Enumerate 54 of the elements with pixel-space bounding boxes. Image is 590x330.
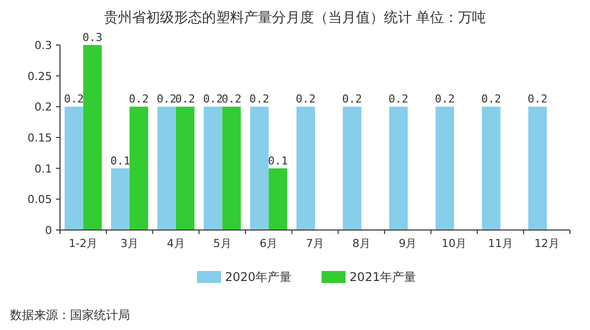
y-tick-label: 0.2 bbox=[34, 100, 52, 114]
bar bbox=[296, 106, 315, 230]
x-tick-label: 11月 bbox=[488, 237, 513, 250]
data-label: 0.2 bbox=[249, 92, 270, 106]
y-tick-label: 0 bbox=[45, 224, 52, 237]
data-label: 0.2 bbox=[222, 92, 242, 106]
bar bbox=[250, 106, 269, 230]
data-label: 0.2 bbox=[528, 92, 548, 106]
data-label: 0.2 bbox=[203, 92, 223, 106]
x-tick-label: 1-2月 bbox=[68, 237, 98, 250]
x-tick-label: 10月 bbox=[442, 237, 467, 250]
y-tick-label: 0.1 bbox=[34, 162, 52, 176]
data-label: 0.2 bbox=[296, 92, 316, 106]
bar bbox=[176, 106, 194, 230]
bar bbox=[83, 45, 102, 230]
data-label: 0.2 bbox=[128, 92, 149, 106]
bar bbox=[204, 106, 222, 230]
data-label: 0.2 bbox=[388, 92, 408, 106]
x-tick-label: 9月 bbox=[398, 237, 417, 250]
y-tick-label: 0.25 bbox=[28, 70, 52, 83]
x-tick-label: 7月 bbox=[306, 237, 324, 250]
bar bbox=[389, 106, 408, 230]
data-label: 0.2 bbox=[156, 92, 177, 106]
legend-label: 2021年产量 bbox=[350, 270, 416, 284]
bar bbox=[157, 106, 176, 230]
data-label: 0.1 bbox=[268, 154, 288, 168]
bar bbox=[111, 168, 130, 230]
bar bbox=[64, 106, 84, 230]
x-tick-label: 12月 bbox=[534, 237, 560, 250]
x-tick-label: 8月 bbox=[352, 237, 370, 250]
data-label: 0.2 bbox=[434, 92, 455, 106]
x-tick-label: 6月 bbox=[260, 237, 278, 250]
x-tick-label: 4月 bbox=[166, 237, 185, 250]
x-tick-label: 3月 bbox=[120, 237, 139, 250]
bar bbox=[342, 106, 362, 230]
bar bbox=[268, 168, 288, 230]
y-tick-label: 0.15 bbox=[28, 132, 52, 144]
chart-title: 贵州省初级形态的塑料产量分月度（当月值）统计 单位：万吨 bbox=[104, 10, 486, 26]
data-label: 0.2 bbox=[481, 92, 502, 106]
bar bbox=[222, 106, 241, 230]
data-label: 0.2 bbox=[342, 92, 362, 106]
bar bbox=[130, 106, 148, 230]
bar bbox=[528, 106, 547, 230]
bar bbox=[436, 106, 454, 230]
bar bbox=[482, 106, 500, 230]
data-label: 0.1 bbox=[110, 154, 130, 168]
legend-label: 2020年产量 bbox=[225, 270, 292, 284]
source-note: 数据来源：国家统计局 bbox=[10, 308, 130, 322]
y-tick-label: 0.3 bbox=[34, 39, 52, 52]
data-label: 0.2 bbox=[175, 92, 196, 106]
data-label: 0.3 bbox=[82, 31, 102, 44]
x-tick-label: 5月 bbox=[213, 237, 232, 250]
y-tick-label: 0.05 bbox=[28, 193, 52, 206]
data-label: 0.2 bbox=[64, 92, 84, 106]
